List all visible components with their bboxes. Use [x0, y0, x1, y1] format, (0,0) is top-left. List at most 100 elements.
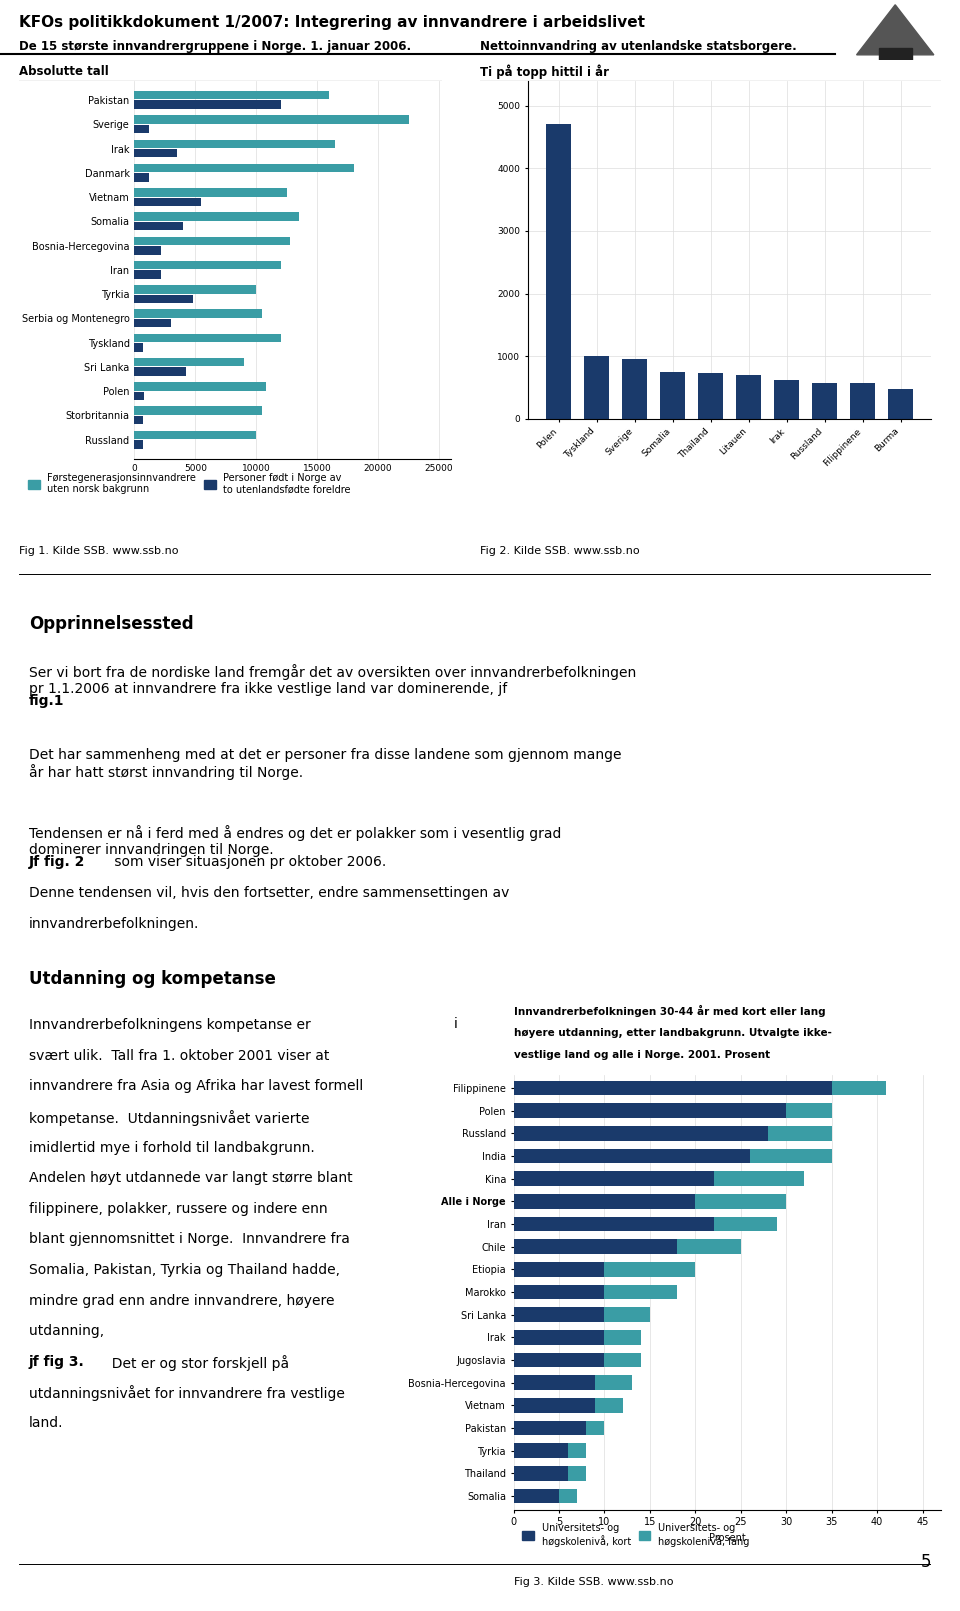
Bar: [587, 1421, 605, 1435]
Bar: [514, 1284, 605, 1300]
Bar: [134, 213, 299, 221]
Bar: [750, 1149, 831, 1163]
Text: Fig 1. Kilde SSB. www.ssb.no: Fig 1. Kilde SSB. www.ssb.no: [19, 546, 179, 556]
Bar: [134, 295, 193, 303]
Text: fig.1: fig.1: [29, 694, 64, 709]
Text: Fig 2. Kilde SSB. www.ssb.no: Fig 2. Kilde SSB. www.ssb.no: [480, 546, 639, 556]
Bar: [605, 1331, 641, 1345]
Bar: [514, 1307, 605, 1323]
Bar: [134, 164, 353, 172]
Text: Tendensen er nå i ferd med å endres og det er polakker som i vesentlig grad
domi: Tendensen er nå i ferd med å endres og d…: [29, 825, 562, 857]
Bar: [134, 271, 161, 279]
Text: Denne tendensen vil, hvis den fortsetter, endre sammensettingen av: Denne tendensen vil, hvis den fortsetter…: [29, 886, 509, 901]
Bar: [514, 1149, 750, 1163]
Bar: [134, 430, 256, 440]
Text: svært ulik.  Tall fra 1. oktober 2001 viser at: svært ulik. Tall fra 1. oktober 2001 vis…: [29, 1049, 329, 1063]
Bar: [134, 174, 149, 182]
Bar: [134, 382, 266, 391]
Text: innvandrerbefolkningen.: innvandrerbefolkningen.: [29, 917, 199, 931]
Text: Opprinnelsessted: Opprinnelsessted: [29, 615, 193, 633]
Bar: [660, 372, 685, 419]
Bar: [713, 1171, 804, 1186]
Bar: [595, 1398, 623, 1413]
Bar: [605, 1284, 677, 1300]
Text: blant gjennomsnittet i Norge.  Innvandrere fra: blant gjennomsnittet i Norge. Innvandrer…: [29, 1232, 349, 1247]
Bar: [514, 1081, 831, 1095]
Bar: [134, 198, 202, 206]
Bar: [514, 1398, 595, 1413]
Text: mindre grad enn andre innvandrere, høyere: mindre grad enn andre innvandrere, høyer…: [29, 1294, 334, 1308]
Bar: [134, 124, 149, 134]
Bar: [514, 1421, 587, 1435]
Bar: [698, 374, 723, 419]
Bar: [134, 333, 280, 342]
Text: Andelen høyt utdannede var langt større blant: Andelen høyt utdannede var langt større …: [29, 1171, 352, 1186]
Text: Innvandrerbefolkningens kompetanse er: Innvandrerbefolkningens kompetanse er: [29, 1018, 310, 1033]
Text: Jf fig. 2: Jf fig. 2: [29, 855, 85, 870]
Bar: [514, 1104, 786, 1118]
Bar: [514, 1353, 605, 1368]
Bar: [134, 237, 290, 245]
Text: Ser vi bort fra de nordiske land fremgår det av oversikten over innvandrerbefolk: Ser vi bort fra de nordiske land fremgår…: [29, 664, 636, 696]
Bar: [605, 1261, 695, 1278]
Text: De 15 største innvandrergruppene i Norge. 1. januar 2006.: De 15 største innvandrergruppene i Norge…: [19, 40, 411, 53]
Bar: [134, 140, 335, 148]
Bar: [134, 309, 262, 317]
Bar: [134, 343, 143, 351]
Bar: [831, 1081, 886, 1095]
Bar: [595, 1376, 632, 1390]
Text: jf fig 3.: jf fig 3.: [29, 1355, 84, 1369]
Text: høyere utdanning, etter landbakgrunn. Utvalgte ikke-: høyere utdanning, etter landbakgrunn. Ut…: [514, 1028, 831, 1037]
Bar: [514, 1489, 559, 1503]
Bar: [812, 382, 837, 419]
Bar: [559, 1489, 577, 1503]
Text: utdanningsnivået for innvandrere fra vestlige: utdanningsnivået for innvandrere fra ves…: [29, 1385, 345, 1402]
Bar: [134, 416, 143, 424]
Bar: [514, 1261, 605, 1278]
Bar: [514, 1126, 768, 1141]
Bar: [514, 1443, 568, 1458]
Text: Absolutte tall: Absolutte tall: [19, 64, 108, 77]
Text: Nettoinnvandring av utenlandske statsborgere.: Nettoinnvandring av utenlandske statsbor…: [480, 40, 797, 53]
Bar: [786, 1104, 831, 1118]
Bar: [851, 383, 875, 419]
Bar: [514, 1376, 595, 1390]
Bar: [695, 1194, 786, 1208]
Bar: [134, 222, 183, 230]
Polygon shape: [856, 5, 934, 55]
X-axis label: Prosent: Prosent: [708, 1532, 746, 1543]
Bar: [736, 375, 761, 419]
Bar: [134, 367, 185, 375]
Bar: [134, 90, 329, 100]
Bar: [774, 380, 799, 419]
Text: Ti på topp hittil i år: Ti på topp hittil i år: [480, 64, 609, 79]
Text: Det har sammenheng med at det er personer fra disse landene som gjennom mange
år: Det har sammenheng med at det er persone…: [29, 748, 621, 780]
Bar: [134, 116, 409, 124]
Bar: [134, 358, 244, 366]
Bar: [768, 1126, 831, 1141]
Bar: [134, 246, 161, 255]
Text: KFOs politikkdokument 1/2007: Integrering av innvandrere i arbeidslivet: KFOs politikkdokument 1/2007: Integrerin…: [19, 14, 645, 31]
Bar: [878, 48, 912, 60]
Bar: [134, 319, 171, 327]
Bar: [514, 1239, 677, 1253]
Bar: [134, 391, 144, 400]
Text: imidlertid mye i forhold til landbakgrunn.: imidlertid mye i forhold til landbakgrun…: [29, 1141, 315, 1155]
Bar: [585, 356, 609, 419]
Bar: [713, 1216, 778, 1231]
Text: i: i: [454, 1017, 458, 1031]
Text: Det er og stor forskjell på: Det er og stor forskjell på: [103, 1355, 289, 1371]
Bar: [514, 1331, 605, 1345]
Bar: [514, 1466, 568, 1481]
Text: vestlige land og alle i Norge. 2001. Prosent: vestlige land og alle i Norge. 2001. Pro…: [514, 1050, 770, 1060]
Text: land.: land.: [29, 1416, 63, 1431]
Bar: [622, 359, 647, 419]
Text: Utdanning og kompetanse: Utdanning og kompetanse: [29, 970, 276, 988]
Text: 5: 5: [921, 1553, 931, 1571]
Legend: Førstegenerasjonsinnvandrere
uten norsk bakgrunn, Personer født i Norge av
to ut: Førstegenerasjonsinnvandrere uten norsk …: [24, 469, 355, 498]
Bar: [888, 388, 913, 419]
Text: som viser situasjonen pr oktober 2006.: som viser situasjonen pr oktober 2006.: [110, 855, 387, 870]
Bar: [134, 148, 177, 158]
Text: filippinere, polakker, russere og indere enn: filippinere, polakker, russere og indere…: [29, 1202, 327, 1216]
Bar: [546, 124, 571, 419]
